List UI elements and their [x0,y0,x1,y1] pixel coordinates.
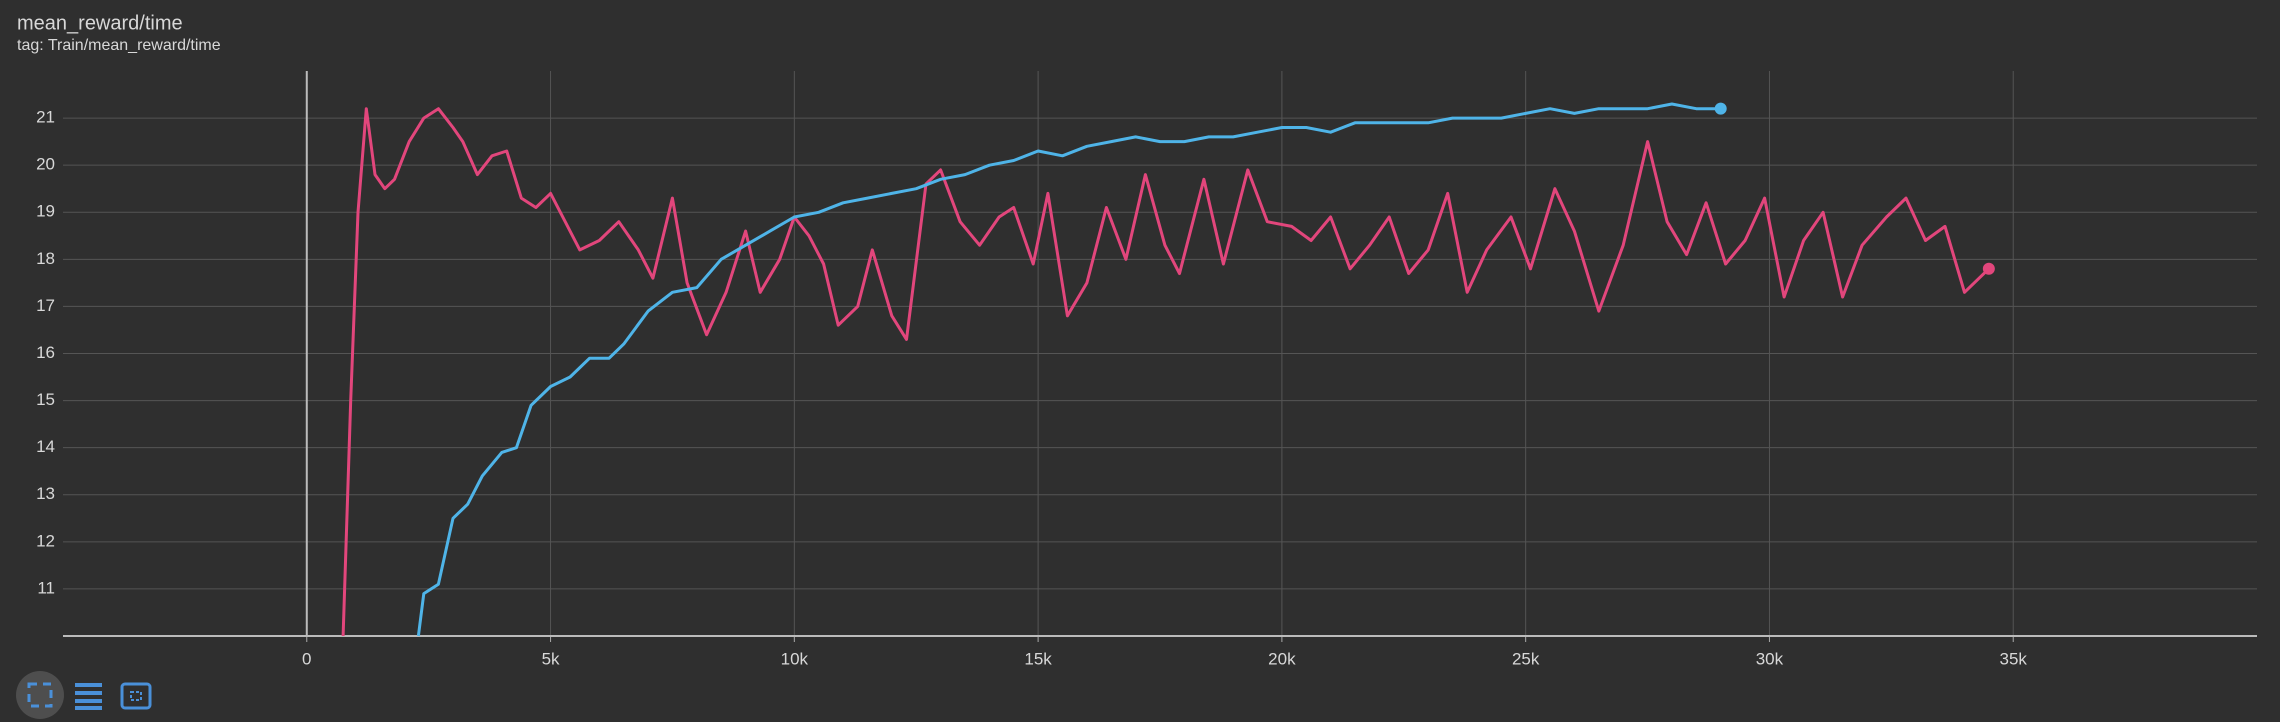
y-tick-label: 14 [36,437,55,456]
chart-subtitle: tag: Train/mean_reward/time [17,37,221,54]
y-tick-label: 13 [36,484,55,503]
y-tick-label: 19 [36,202,55,221]
y-tick-label: 15 [36,390,55,409]
x-tick-label: 35k [2000,649,2028,668]
y-tick-label: 11 [37,578,55,597]
end-marker [1714,102,1727,115]
x-tick-label: 5k [542,649,560,668]
fullscreen-button[interactable] [16,671,64,719]
x-tick-label: 10k [781,649,809,668]
x-tick-label: 30k [1756,649,1784,668]
fullscreen-icon [27,682,53,708]
plot-area: 11 12 13 14 15 16 17 18 19 20 21 0 5k 10k 15k 20k 25k 30k… [36,71,2257,668]
y-tick-label: 16 [36,343,55,362]
data-table-button[interactable] [75,683,102,710]
x-tick-label: 25k [1512,649,1540,668]
x-tick-label: 15k [1024,649,1052,668]
y-tick-label: 18 [36,249,55,268]
toolbar [16,671,152,719]
y-tick-label: 21 [36,108,55,127]
end-marker [1982,262,1995,275]
y-tick-label: 20 [36,155,55,174]
chart-title: mean_reward/time [17,12,183,34]
series-line [341,107,1990,637]
y-tick-label: 12 [36,531,55,550]
fit-domain-button[interactable] [120,682,152,710]
x-tick-label: 0 [302,649,311,668]
y-tick-label: 17 [36,296,55,315]
x-tick-label: 20k [1268,649,1296,668]
series-line [416,102,1721,637]
